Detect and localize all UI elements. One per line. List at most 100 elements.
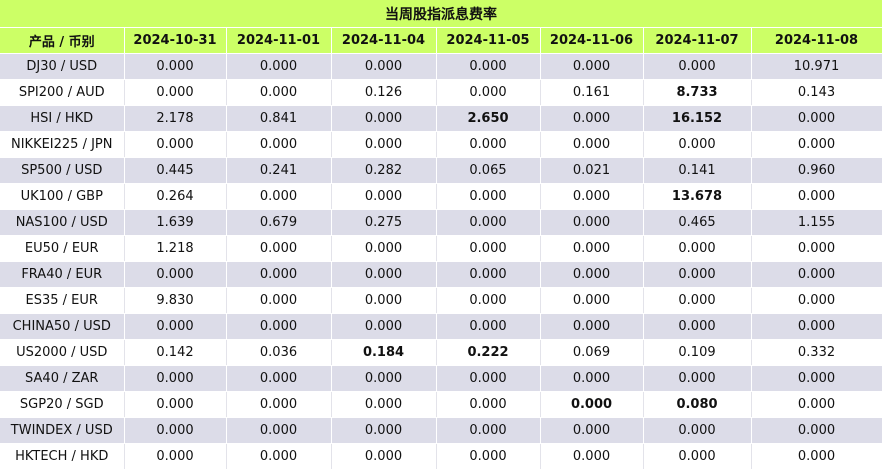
table-row: SP500 / USD 0.445 0.241 0.282 0.065 0.021 0.14… [0, 157, 882, 184]
rate-cell: 0.000 [751, 365, 882, 392]
rate-cell: 0.109 [643, 339, 752, 366]
product-cell: TWINDEX / USD [0, 417, 125, 444]
rate-cell: 0.080 [643, 391, 752, 418]
rate-cell: 0.000 [124, 53, 227, 80]
rate-cell: 1.639 [124, 209, 227, 236]
product-cell: DJ30 / USD [0, 53, 125, 80]
table-row: SGP20 / SGD 0.000 0.000 0.000 0.000 0.000 0.08… [0, 391, 882, 418]
product-cell: NIKKEI225 / JPN [0, 131, 125, 158]
column-header-date: 2024-11-06 [540, 27, 644, 54]
rate-cell: 0.841 [226, 105, 332, 132]
rate-cell: 0.000 [540, 235, 644, 262]
rate-cell: 1.218 [124, 235, 227, 262]
rate-cell: 0.000 [643, 261, 752, 288]
column-header-product: 产品 / 币别 [0, 27, 125, 54]
rate-cell: 0.000 [436, 287, 541, 314]
rate-cell: 0.000 [540, 287, 644, 314]
rate-cell: 0.000 [331, 365, 437, 392]
rate-cell: 0.000 [436, 183, 541, 210]
rate-cell: 0.000 [540, 105, 644, 132]
rate-cell: 0.000 [436, 235, 541, 262]
rate-cell: 0.161 [540, 79, 644, 106]
rate-cell: 0.141 [643, 157, 752, 184]
rate-cell: 0.000 [540, 365, 644, 392]
rate-cell: 0.000 [436, 209, 541, 236]
table-row: HKTECH / HKD 0.000 0.000 0.000 0.000 0.000 0.0… [0, 443, 882, 470]
rate-cell: 0.000 [643, 443, 752, 470]
rate-cell: 0.000 [124, 417, 227, 444]
rate-cell: 0.000 [436, 417, 541, 444]
rate-cell: 0.000 [540, 209, 644, 236]
product-cell: CHINA50 / USD [0, 313, 125, 340]
rate-cell: 0.142 [124, 339, 227, 366]
product-cell: FRA40 / EUR [0, 261, 125, 288]
product-cell: UK100 / GBP [0, 183, 125, 210]
rate-cell: 0.000 [331, 261, 437, 288]
rate-cell: 0.000 [643, 313, 752, 340]
rate-cell: 9.830 [124, 287, 227, 314]
rate-cell: 0.332 [751, 339, 882, 366]
rate-cell: 0.000 [124, 261, 227, 288]
rate-cell: 16.152 [643, 105, 752, 132]
rate-cell: 0.000 [540, 183, 644, 210]
column-header-date: 2024-11-04 [331, 27, 437, 54]
rate-cell: 10.971 [751, 53, 882, 80]
rate-cell: 0.000 [331, 183, 437, 210]
rate-cell: 0.000 [226, 365, 332, 392]
rate-cell: 0.000 [436, 391, 541, 418]
product-cell: SGP20 / SGD [0, 391, 125, 418]
rate-cell: 0.241 [226, 157, 332, 184]
table-row: CHINA50 / USD 0.000 0.000 0.000 0.000 0.000 0.… [0, 313, 882, 340]
product-cell: SA40 / ZAR [0, 365, 125, 392]
rate-cell: 0.000 [226, 131, 332, 158]
table-row: FRA40 / EUR 0.000 0.000 0.000 0.000 0.000 0.00… [0, 261, 882, 288]
rate-cell: 0.000 [751, 287, 882, 314]
table-row: NAS100 / USD 1.639 0.679 0.275 0.000 0.000 0.4… [0, 209, 882, 236]
rate-cell: 0.126 [331, 79, 437, 106]
rate-cell: 0.960 [751, 157, 882, 184]
rate-cell: 0.000 [751, 261, 882, 288]
rate-cell: 0.000 [226, 313, 332, 340]
table-row: SA40 / ZAR 0.000 0.000 0.000 0.000 0.000 0.000… [0, 365, 882, 392]
rate-cell: 0.000 [226, 391, 332, 418]
rate-cell: 0.000 [124, 131, 227, 158]
rate-cell: 0.021 [540, 157, 644, 184]
column-header-date: 2024-11-08 [751, 27, 882, 54]
product-cell: HSI / HKD [0, 105, 125, 132]
rate-cell: 0.000 [226, 261, 332, 288]
product-cell: NAS100 / USD [0, 209, 125, 236]
rate-cell: 0.184 [331, 339, 437, 366]
rate-cell: 0.000 [751, 235, 882, 262]
product-cell: EU50 / EUR [0, 235, 125, 262]
rate-cell: 0.000 [436, 313, 541, 340]
rate-cell: 0.000 [331, 235, 437, 262]
rate-cell: 0.000 [331, 417, 437, 444]
rate-cell: 0.000 [751, 105, 882, 132]
rate-cell: 0.000 [226, 53, 332, 80]
rate-cell: 0.000 [331, 287, 437, 314]
rate-cell: 0.000 [124, 443, 227, 470]
rate-cell: 2.650 [436, 105, 541, 132]
rate-cell: 0.000 [331, 443, 437, 470]
rate-cell: 0.000 [540, 131, 644, 158]
table-row: TWINDEX / USD 0.000 0.000 0.000 0.000 0.000 0.… [0, 417, 882, 444]
rate-cell: 0.000 [226, 183, 332, 210]
column-header-date: 2024-11-01 [226, 27, 332, 54]
rate-cell: 13.678 [643, 183, 752, 210]
rate-cell: 0.000 [540, 313, 644, 340]
rate-cell: 0.000 [436, 79, 541, 106]
rate-cell: 0.000 [436, 131, 541, 158]
product-cell: SPI200 / AUD [0, 79, 125, 106]
rate-cell: 0.000 [751, 313, 882, 340]
rate-cell: 2.178 [124, 105, 227, 132]
rate-cell: 0.000 [226, 287, 332, 314]
rate-cell: 0.000 [331, 313, 437, 340]
rate-cell: 0.275 [331, 209, 437, 236]
rate-cell: 1.155 [751, 209, 882, 236]
rate-cell: 0.000 [331, 131, 437, 158]
rate-cell: 0.282 [331, 157, 437, 184]
product-cell: US2000 / USD [0, 339, 125, 366]
rate-cell: 0.000 [751, 131, 882, 158]
